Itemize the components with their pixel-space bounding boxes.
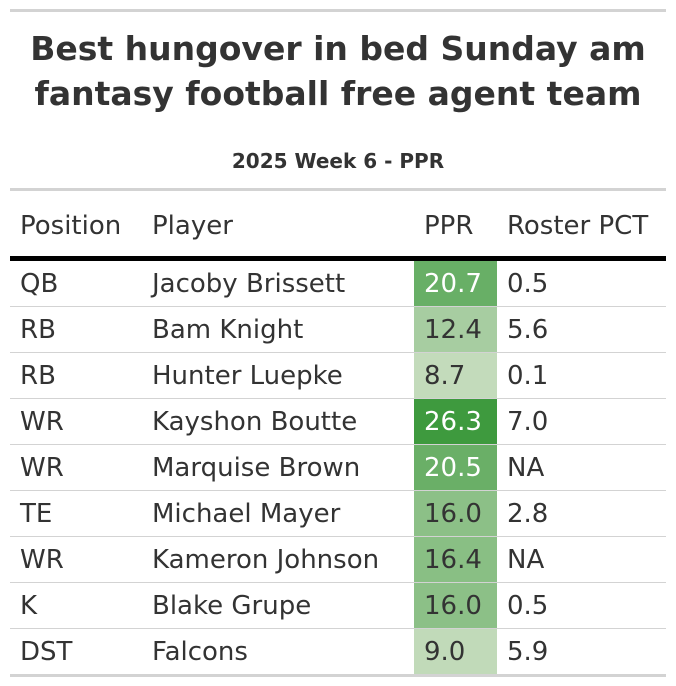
ppr-cell: 20.7 — [414, 258, 497, 307]
title-line-1: Best hungover in bed Sunday am — [30, 29, 646, 68]
player-cell: Michael Mayer — [142, 490, 414, 537]
roster-pct-cell: 0.1 — [497, 352, 666, 399]
roster-pct-cell: 0.5 — [497, 258, 666, 307]
table-subtitle: 2025 Week 6 - PPR — [231, 149, 445, 173]
column-header-player: Player — [152, 211, 233, 241]
player-cell: Falcons — [142, 628, 414, 677]
roster-pct-cell: 7.0 — [497, 398, 666, 445]
title-line-2: fantasy football free agent team — [34, 74, 642, 113]
table-row: TE Michael Mayer 16.0 2.8 — [10, 490, 666, 537]
header-rule — [10, 188, 666, 191]
player-cell: Hunter Luepke — [142, 352, 414, 399]
roster-pct-cell: NA — [497, 536, 666, 583]
header-row: Position Player PPR Roster PCT — [10, 196, 666, 259]
column-header-ppr: PPR — [424, 211, 474, 241]
ppr-cell: 16.0 — [414, 490, 497, 537]
table-row: DST Falcons 9.0 5.9 — [10, 628, 666, 677]
roster-pct-cell: 2.8 — [497, 490, 666, 537]
table-body: QB Jacoby Brissett 20.7 0.5 RB Bam Knight 12.4… — [10, 258, 666, 677]
column-header-position: Position — [20, 211, 122, 241]
table-row: QB Jacoby Brissett 20.7 0.5 — [10, 258, 666, 307]
player-cell: Bam Knight — [142, 306, 414, 353]
position-cell: WR — [10, 398, 142, 445]
roster-pct-cell: 0.5 — [497, 582, 666, 629]
ppr-cell: 16.4 — [414, 536, 497, 583]
table-row: K Blake Grupe 16.0 0.5 — [10, 582, 666, 629]
position-cell: TE — [10, 490, 142, 537]
ppr-cell: 12.4 — [414, 306, 497, 353]
player-cell: Marquise Brown — [142, 444, 414, 491]
roster-pct-cell: NA — [497, 444, 666, 491]
player-cell: Kayshon Boutte — [142, 398, 414, 445]
position-cell: WR — [10, 536, 142, 583]
ppr-cell: 20.5 — [414, 444, 497, 491]
top-rule — [10, 9, 666, 12]
table-row: RB Bam Knight 12.4 5.6 — [10, 306, 666, 353]
table-row: WR Kayshon Boutte 26.3 7.0 — [10, 398, 666, 445]
table-row: RB Hunter Luepke 8.7 0.1 — [10, 352, 666, 399]
position-cell: DST — [10, 628, 142, 677]
position-cell: QB — [10, 258, 142, 307]
roster-pct-cell: 5.6 — [497, 306, 666, 353]
roster-pct-cell: 5.9 — [497, 628, 666, 677]
position-cell: WR — [10, 444, 142, 491]
player-cell: Jacoby Brissett — [142, 258, 414, 307]
ppr-cell: 26.3 — [414, 398, 497, 445]
player-table: Position Player PPR Roster PCT QB Jacoby … — [10, 196, 666, 677]
ppr-cell: 16.0 — [414, 582, 497, 629]
table-title: Best hungover in bed Sunday am fantasy f… — [10, 26, 666, 116]
ppr-cell: 9.0 — [414, 628, 497, 677]
position-cell: RB — [10, 306, 142, 353]
position-cell: K — [10, 582, 142, 629]
player-cell: Blake Grupe — [142, 582, 414, 629]
column-header-roster-pct: Roster PCT — [507, 211, 649, 241]
table-row: WR Marquise Brown 20.5 NA — [10, 444, 666, 491]
player-cell: Kameron Johnson — [142, 536, 414, 583]
ppr-cell: 8.7 — [414, 352, 497, 399]
table-row: WR Kameron Johnson 16.4 NA — [10, 536, 666, 583]
position-cell: RB — [10, 352, 142, 399]
